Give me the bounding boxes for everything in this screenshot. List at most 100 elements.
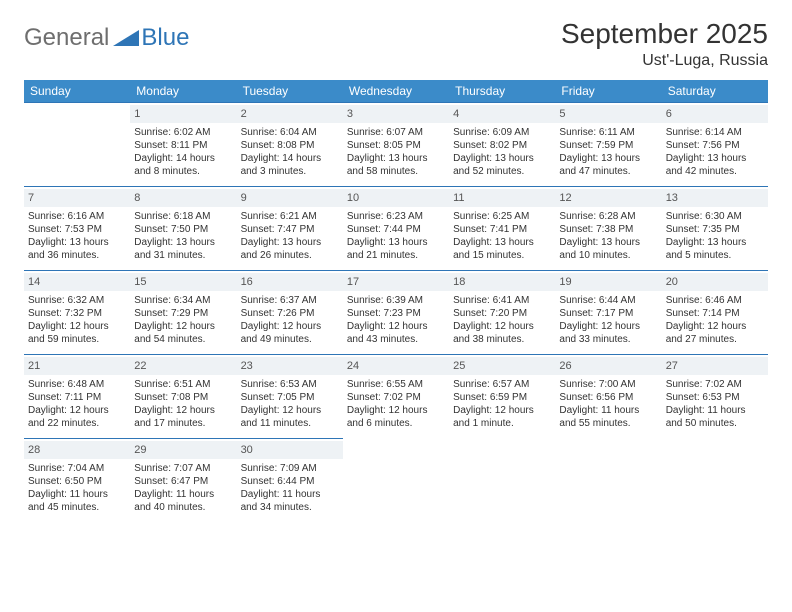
sunset-text: Sunset: 7:08 PM	[134, 391, 232, 404]
sunrise-text: Sunrise: 6:23 AM	[347, 210, 445, 223]
calendar-week-row: 28Sunrise: 7:04 AMSunset: 6:50 PMDayligh…	[24, 439, 768, 523]
sunset-text: Sunset: 6:53 PM	[666, 391, 764, 404]
title-block: September 2025 Ust'-Luga, Russia	[561, 18, 768, 70]
sunrise-text: Sunrise: 6:04 AM	[241, 126, 339, 139]
weekday-header: Wednesday	[343, 80, 449, 103]
calendar-day-cell: 27Sunrise: 7:02 AMSunset: 6:53 PMDayligh…	[662, 355, 768, 439]
sunset-text: Sunset: 6:44 PM	[241, 475, 339, 488]
daylight-text: Daylight: 13 hours and 26 minutes.	[241, 236, 339, 262]
sunset-text: Sunset: 7:53 PM	[28, 223, 126, 236]
calendar-empty-cell	[662, 439, 768, 523]
day-number: 10	[343, 189, 449, 207]
calendar-day-cell: 19Sunrise: 6:44 AMSunset: 7:17 PMDayligh…	[555, 271, 661, 355]
day-number: 17	[343, 273, 449, 291]
sunset-text: Sunset: 7:47 PM	[241, 223, 339, 236]
sunset-text: Sunset: 7:02 PM	[347, 391, 445, 404]
sunset-text: Sunset: 8:08 PM	[241, 139, 339, 152]
calendar-week-row: 7Sunrise: 6:16 AMSunset: 7:53 PMDaylight…	[24, 187, 768, 271]
calendar-day-cell: 17Sunrise: 6:39 AMSunset: 7:23 PMDayligh…	[343, 271, 449, 355]
sunset-text: Sunset: 7:59 PM	[559, 139, 657, 152]
daylight-text: Daylight: 13 hours and 21 minutes.	[347, 236, 445, 262]
weekday-header: Friday	[555, 80, 661, 103]
day-number: 19	[555, 273, 661, 291]
calendar-week-row: 1Sunrise: 6:02 AMSunset: 8:11 PMDaylight…	[24, 103, 768, 187]
sunrise-text: Sunrise: 6:39 AM	[347, 294, 445, 307]
daylight-text: Daylight: 12 hours and 43 minutes.	[347, 320, 445, 346]
daylight-text: Daylight: 13 hours and 42 minutes.	[666, 152, 764, 178]
weekday-header: Monday	[130, 80, 236, 103]
day-number: 5	[555, 105, 661, 123]
daylight-text: Daylight: 13 hours and 47 minutes.	[559, 152, 657, 178]
weekday-header: Saturday	[662, 80, 768, 103]
calendar-day-cell: 28Sunrise: 7:04 AMSunset: 6:50 PMDayligh…	[24, 439, 130, 523]
day-number: 13	[662, 189, 768, 207]
day-number: 1	[130, 105, 236, 123]
header: General Blue September 2025 Ust'-Luga, R…	[24, 18, 768, 70]
day-number: 4	[449, 105, 555, 123]
sunset-text: Sunset: 7:20 PM	[453, 307, 551, 320]
calendar-day-cell: 25Sunrise: 6:57 AMSunset: 6:59 PMDayligh…	[449, 355, 555, 439]
daylight-text: Daylight: 14 hours and 3 minutes.	[241, 152, 339, 178]
daylight-text: Daylight: 12 hours and 17 minutes.	[134, 404, 232, 430]
daylight-text: Daylight: 12 hours and 59 minutes.	[28, 320, 126, 346]
sunrise-text: Sunrise: 7:09 AM	[241, 462, 339, 475]
daylight-text: Daylight: 11 hours and 34 minutes.	[241, 488, 339, 514]
sunrise-text: Sunrise: 6:28 AM	[559, 210, 657, 223]
calendar-week-row: 21Sunrise: 6:48 AMSunset: 7:11 PMDayligh…	[24, 355, 768, 439]
day-number: 16	[237, 273, 343, 291]
calendar-day-cell: 22Sunrise: 6:51 AMSunset: 7:08 PMDayligh…	[130, 355, 236, 439]
sunrise-text: Sunrise: 7:02 AM	[666, 378, 764, 391]
location-label: Ust'-Luga, Russia	[561, 52, 768, 70]
sunset-text: Sunset: 7:17 PM	[559, 307, 657, 320]
day-number: 22	[130, 357, 236, 375]
sunrise-text: Sunrise: 6:25 AM	[453, 210, 551, 223]
sunrise-text: Sunrise: 6:09 AM	[453, 126, 551, 139]
calendar-day-cell: 11Sunrise: 6:25 AMSunset: 7:41 PMDayligh…	[449, 187, 555, 271]
sunset-text: Sunset: 7:50 PM	[134, 223, 232, 236]
sunset-text: Sunset: 8:11 PM	[134, 139, 232, 152]
sunset-text: Sunset: 7:35 PM	[666, 223, 764, 236]
calendar-day-cell: 23Sunrise: 6:53 AMSunset: 7:05 PMDayligh…	[237, 355, 343, 439]
calendar-day-cell: 13Sunrise: 6:30 AMSunset: 7:35 PMDayligh…	[662, 187, 768, 271]
sunrise-text: Sunrise: 6:37 AM	[241, 294, 339, 307]
sunset-text: Sunset: 7:14 PM	[666, 307, 764, 320]
daylight-text: Daylight: 12 hours and 11 minutes.	[241, 404, 339, 430]
calendar-day-cell: 5Sunrise: 6:11 AMSunset: 7:59 PMDaylight…	[555, 103, 661, 187]
day-number: 6	[662, 105, 768, 123]
sunrise-text: Sunrise: 6:41 AM	[453, 294, 551, 307]
day-number: 3	[343, 105, 449, 123]
day-number: 18	[449, 273, 555, 291]
calendar-empty-cell	[555, 439, 661, 523]
logo: General Blue	[24, 24, 189, 52]
calendar-empty-cell	[449, 439, 555, 523]
daylight-text: Daylight: 11 hours and 50 minutes.	[666, 404, 764, 430]
sunrise-text: Sunrise: 7:04 AM	[28, 462, 126, 475]
calendar-day-cell: 21Sunrise: 6:48 AMSunset: 7:11 PMDayligh…	[24, 355, 130, 439]
sunset-text: Sunset: 7:38 PM	[559, 223, 657, 236]
daylight-text: Daylight: 13 hours and 31 minutes.	[134, 236, 232, 262]
sunrise-text: Sunrise: 6:18 AM	[134, 210, 232, 223]
day-number: 28	[24, 441, 130, 459]
day-number: 11	[449, 189, 555, 207]
weekday-header: Sunday	[24, 80, 130, 103]
daylight-text: Daylight: 12 hours and 1 minute.	[453, 404, 551, 430]
calendar-day-cell: 3Sunrise: 6:07 AMSunset: 8:05 PMDaylight…	[343, 103, 449, 187]
daylight-text: Daylight: 11 hours and 55 minutes.	[559, 404, 657, 430]
day-number: 14	[24, 273, 130, 291]
calendar-day-cell: 4 Sunrise: 6:09 AMSunset: 8:02 PMDaylight…	[449, 103, 555, 187]
sunset-text: Sunset: 7:05 PM	[241, 391, 339, 404]
daylight-text: Daylight: 12 hours and 22 minutes.	[28, 404, 126, 430]
day-number: 15	[130, 273, 236, 291]
calendar-day-cell: 24Sunrise: 6:55 AMSunset: 7:02 PMDayligh…	[343, 355, 449, 439]
logo-triangle-icon	[113, 26, 139, 51]
calendar-empty-cell	[24, 103, 130, 187]
daylight-text: Daylight: 12 hours and 33 minutes.	[559, 320, 657, 346]
daylight-text: Daylight: 13 hours and 5 minutes.	[666, 236, 764, 262]
sunset-text: Sunset: 7:29 PM	[134, 307, 232, 320]
calendar-empty-cell	[343, 439, 449, 523]
sunset-text: Sunset: 8:02 PM	[453, 139, 551, 152]
daylight-text: Daylight: 13 hours and 52 minutes.	[453, 152, 551, 178]
calendar-day-cell: 29Sunrise: 7:07 AMSunset: 6:47 PMDayligh…	[130, 439, 236, 523]
calendar-day-cell: 15Sunrise: 6:34 AMSunset: 7:29 PMDayligh…	[130, 271, 236, 355]
sunrise-text: Sunrise: 6:53 AM	[241, 378, 339, 391]
